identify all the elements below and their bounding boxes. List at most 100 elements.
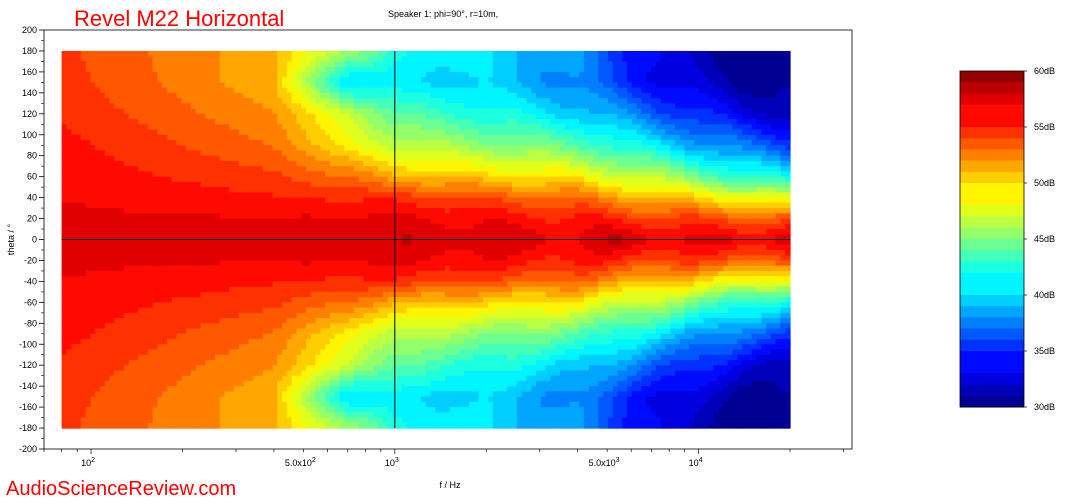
- heatmap-cell: [373, 281, 379, 288]
- heatmap-cell: [80, 218, 87, 225]
- heatmap-cell: [387, 286, 393, 293]
- heatmap-cell: [306, 422, 312, 429]
- heatmap-cell: [167, 61, 173, 68]
- heatmap-cell: [128, 208, 135, 214]
- heatmap-cell: [133, 244, 139, 251]
- heatmap-cell: [195, 328, 202, 335]
- heatmap-cell: [325, 417, 331, 424]
- heatmap-cell: [296, 344, 302, 351]
- heatmap-cell: [66, 333, 72, 340]
- heatmap-cell: [248, 323, 254, 330]
- heatmap-cell: [157, 281, 163, 288]
- heatmap-cell: [258, 401, 264, 408]
- heatmap-cell: [162, 281, 168, 288]
- heatmap-cell: [320, 87, 326, 94]
- heatmap-cell: [186, 155, 192, 162]
- heatmap-cell: [214, 312, 221, 319]
- heatmap-cell: [286, 77, 293, 83]
- heatmap-cell: [162, 202, 168, 209]
- heatmap-cell: [286, 202, 293, 209]
- heatmap-cell: [99, 197, 106, 204]
- heatmap-cell: [377, 297, 384, 303]
- heatmap-cell: [147, 339, 154, 345]
- heatmap-cell: [200, 134, 206, 141]
- heatmap-cell: [358, 124, 365, 131]
- heatmap-cell: [387, 160, 393, 167]
- heatmap-cell: [301, 359, 307, 366]
- heatmap-cell: [382, 297, 389, 303]
- heatmap-cell: [224, 98, 230, 104]
- heatmap-cell: [200, 229, 206, 235]
- heatmap-cell: [301, 92, 307, 99]
- heatmap-cell: [258, 50, 264, 57]
- heatmap-cell: [334, 134, 341, 141]
- heatmap-cell: [147, 323, 154, 330]
- heatmap-cell: [90, 270, 96, 277]
- heatmap-cell: [95, 323, 101, 330]
- heatmap-cell: [181, 229, 187, 235]
- heatmap-cell: [325, 412, 331, 419]
- heatmap-cell: [162, 87, 168, 94]
- heatmap-cell: [358, 344, 365, 351]
- heatmap-cell: [329, 297, 336, 303]
- heatmap-cell: [310, 234, 317, 241]
- heatmap-cell: [195, 66, 202, 73]
- heatmap-cell: [191, 260, 197, 267]
- heatmap-cell: [119, 103, 125, 110]
- heatmap-cell: [368, 302, 374, 309]
- heatmap-cell: [71, 61, 77, 68]
- heatmap-cell: [306, 286, 312, 293]
- heatmap-cell: [214, 119, 221, 125]
- heatmap-cell: [95, 71, 101, 78]
- heatmap-cell: [85, 197, 91, 204]
- heatmap-cell: [286, 223, 293, 230]
- heatmap-cell: [66, 328, 72, 335]
- heatmap-cell: [277, 412, 283, 419]
- heatmap-cell: [344, 386, 350, 392]
- heatmap-cell: [138, 98, 144, 104]
- heatmap-cell: [325, 197, 331, 204]
- heatmap-cell: [104, 213, 111, 220]
- heatmap-cell: [147, 312, 154, 319]
- heatmap-cell: [344, 119, 350, 125]
- heatmap-cell: [363, 197, 369, 204]
- heatmap-cell: [162, 307, 168, 314]
- heatmap-cell: [200, 213, 206, 220]
- heatmap-cell: [315, 365, 321, 372]
- heatmap-cell: [171, 370, 178, 377]
- heatmap-cell: [373, 108, 379, 115]
- heatmap-cell: [320, 297, 326, 303]
- heatmap-cell: [61, 176, 68, 183]
- heatmap-cell: [272, 344, 278, 351]
- heatmap-cell: [334, 92, 341, 99]
- heatmap-cell: [167, 103, 173, 110]
- heatmap-cell: [109, 197, 115, 204]
- heatmap-cell: [315, 187, 321, 193]
- heatmap-cell: [310, 176, 317, 183]
- heatmap-cell: [171, 396, 178, 403]
- heatmap-cell: [258, 192, 264, 199]
- heatmap-cell: [301, 318, 307, 324]
- heatmap-cell: [258, 407, 264, 413]
- heatmap-cell: [253, 234, 259, 241]
- heatmap-cell: [282, 98, 288, 104]
- heatmap-cell: [210, 92, 216, 99]
- heatmap-cell: [258, 171, 264, 178]
- heatmap-cell: [128, 155, 135, 162]
- heatmap-cell: [171, 71, 178, 78]
- heatmap-cell: [181, 407, 187, 413]
- heatmap-cell: [320, 56, 326, 63]
- heatmap-cell: [368, 202, 374, 209]
- heatmap-cell: [306, 155, 312, 162]
- heatmap-cell: [387, 108, 393, 115]
- heatmap-cell: [258, 281, 264, 288]
- heatmap-cell: [167, 77, 173, 83]
- heatmap-cell: [171, 255, 178, 262]
- heatmap-cell: [262, 401, 269, 408]
- heatmap-cell: [272, 113, 278, 120]
- heatmap-cell: [162, 365, 168, 372]
- heatmap-cell: [162, 291, 168, 298]
- heatmap-cell: [210, 155, 216, 162]
- heatmap-cell: [104, 208, 111, 214]
- heatmap-cell: [143, 375, 149, 382]
